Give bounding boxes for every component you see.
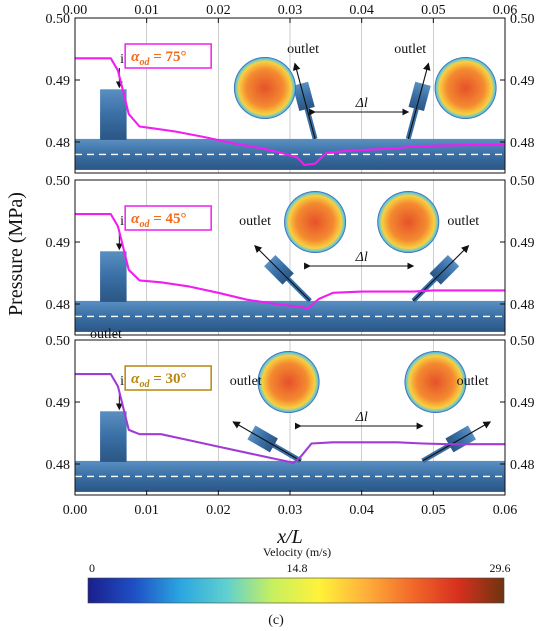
delta-l-label: Δl: [355, 250, 368, 265]
x-tick-label-bottom: 0.06: [493, 503, 518, 518]
y-tick-label-right: 0.48: [510, 458, 535, 473]
panel-frame: [74, 179, 506, 336]
outlet-flow-arrow: [407, 62, 431, 140]
x-tick-label-top: 0.06: [493, 3, 518, 18]
y-tick-label-right: 0.49: [510, 236, 535, 251]
outlet-left-label: outlet: [239, 214, 271, 229]
x-tick-label-top: 0.00: [63, 3, 88, 18]
velocity-cross-section: [404, 351, 467, 413]
figure-label: (c): [268, 613, 284, 628]
y-axis-label: Pressure (MPa): [5, 192, 27, 316]
x-tick-label-bottom: 0.04: [349, 503, 374, 518]
pressure-series-line: [75, 213, 505, 310]
y-tick-label-right: 0.50: [510, 334, 535, 349]
alpha-label: αod = 45°: [131, 211, 186, 230]
y-tick-label-right: 0.50: [510, 12, 535, 27]
axes-layer: 0.00 0.00 0.01 0.01 0.02 0.02 0.03 0.03 0.04 0.04…: [63, 3, 518, 518]
panels-layer: Δlinletoutletoutletαod = 75°0.480.480.49…: [46, 12, 535, 496]
outlet-extra-label: outlet: [90, 327, 122, 342]
velocity-cross-section: [284, 191, 347, 253]
outlet-flow-arrow: [412, 244, 470, 302]
colorbar: Velocity (m/s) 0 14.8 29.6: [87, 545, 511, 604]
inlet-pipe: [100, 89, 127, 140]
y-tick-label-left: 0.48: [46, 136, 71, 151]
alpha-label-box: [124, 205, 212, 231]
x-axis-label: x/L: [276, 526, 303, 548]
inlet-pipe: [100, 411, 127, 462]
outlet-flow-arrow: [292, 62, 316, 140]
y-tick-label-right: 0.49: [510, 396, 535, 411]
alpha-label-box: [124, 43, 212, 69]
velocity-cross-section: [233, 57, 296, 119]
x-tick-label-bottom: 0.00: [63, 503, 88, 518]
pressure-series-line: [75, 373, 505, 464]
y-tick-label-right: 0.49: [510, 74, 535, 89]
panel-3: Δlinletoutletoutletoutletαod = 30°0.480.…: [46, 327, 535, 496]
delta-l-label: Δl: [355, 96, 368, 111]
x-tick-label-bottom: 0.05: [421, 503, 446, 518]
x-tick-label-top: 0.01: [134, 3, 159, 18]
outlet-right-label: outlet: [457, 374, 489, 389]
y-tick-label-left: 0.49: [46, 396, 71, 411]
inlet-pipe: [100, 251, 127, 302]
velocity-cross-section: [257, 351, 320, 413]
outlet-flow-arrow: [232, 421, 302, 462]
alpha-label: αod = 75°: [131, 49, 186, 68]
x-tick-label-top: 0.04: [349, 3, 374, 18]
outlet-right-label: outlet: [394, 42, 426, 57]
x-tick-label-top: 0.03: [278, 3, 303, 18]
panel-2: Δlinletoutletoutletαod = 45°0.480.480.49…: [46, 174, 535, 336]
y-tick-label-left: 0.50: [46, 174, 71, 189]
main-pipe: [75, 460, 505, 492]
outlet-left-label: outlet: [230, 374, 262, 389]
x-tick-label-bottom: 0.02: [206, 503, 231, 518]
x-tick-label-bottom: 0.03: [278, 503, 303, 518]
colorbar-min-label: 0: [89, 561, 95, 575]
alpha-label: αod = 30°: [131, 371, 186, 390]
alpha-label-box: [124, 365, 212, 391]
delta-l-label: Δl: [355, 410, 368, 425]
y-tick-label-left: 0.48: [46, 298, 71, 313]
y-tick-label-left: 0.50: [46, 12, 71, 27]
velocity-cross-section: [377, 191, 440, 253]
outlet-flow-arrow: [422, 421, 492, 462]
colorbar-title: Velocity (m/s): [263, 545, 331, 559]
pressure-series-line: [75, 57, 505, 166]
outlet-left-label: outlet: [287, 42, 319, 57]
y-tick-label-right: 0.48: [510, 298, 535, 313]
x-tick-label-top: 0.02: [206, 3, 231, 18]
y-tick-label-left: 0.48: [46, 458, 71, 473]
y-tick-label-left: 0.49: [46, 74, 71, 89]
colorbar-max-label: 29.6: [490, 561, 511, 575]
panel-1: Δlinletoutletoutletαod = 75°0.480.480.49…: [46, 12, 535, 174]
velocity-cross-section: [434, 57, 497, 119]
outlet-right-label: outlet: [447, 214, 479, 229]
y-tick-label-right: 0.50: [510, 174, 535, 189]
y-tick-label-left: 0.50: [46, 334, 71, 349]
colorbar-mid-label: 14.8: [287, 561, 308, 575]
outlet-flow-arrow: [254, 244, 311, 302]
colorbar-gradient: [87, 577, 505, 604]
y-tick-label-right: 0.48: [510, 136, 535, 151]
y-tick-label-left: 0.49: [46, 236, 71, 251]
x-tick-label-top: 0.05: [421, 3, 446, 18]
x-tick-label-bottom: 0.01: [134, 503, 159, 518]
